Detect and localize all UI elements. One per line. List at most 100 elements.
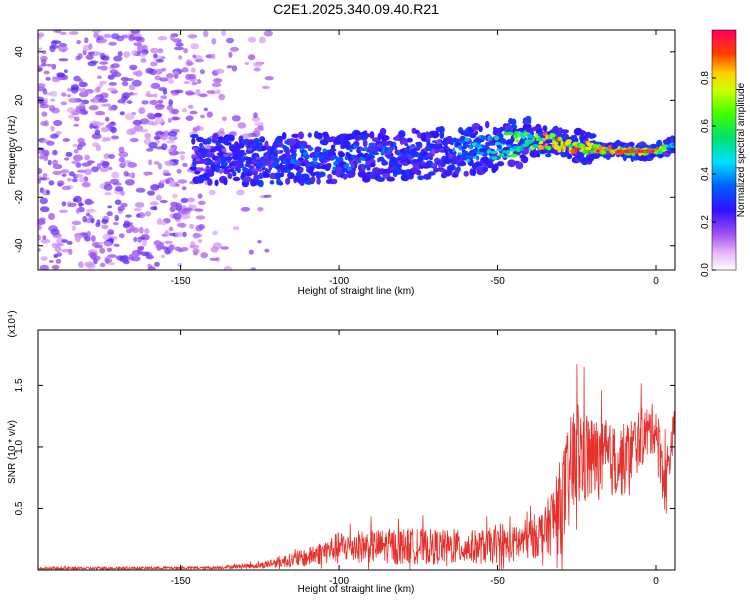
noise-blob [232,226,240,231]
signal-blob [377,132,382,141]
noise-blob [58,209,69,213]
signal-blob [474,130,479,135]
noise-blob [46,63,53,67]
noise-blob [78,203,85,206]
noise-blob [218,93,226,101]
noise-blob [108,166,113,171]
noise-blob [38,178,42,184]
noise-blob [91,96,101,104]
signal-core [457,152,462,156]
noise-blob [172,38,182,43]
noise-blob [178,55,183,60]
noise-blob [200,114,205,119]
noise-blob [103,103,112,107]
signal-core [450,140,454,146]
noise-blob [94,245,104,249]
noise-blob [141,49,149,55]
noise-blob [131,227,139,234]
noise-blob [51,107,60,114]
noise-blob [39,103,50,109]
noise-blob [75,105,80,113]
noise-blob [171,108,180,115]
signal-core [490,151,498,154]
noise-blob [147,120,155,126]
x-tick-label: -150 [171,576,191,587]
noise-blob [76,40,81,45]
signal-blob [579,130,586,135]
signal-blob [288,138,296,147]
signal-core [479,148,486,153]
signal-core [558,136,563,142]
signal-core [245,149,252,154]
signal-blob [212,132,219,140]
noise-blob [54,164,59,169]
signal-core [532,144,539,149]
noise-blob [59,31,67,35]
noise-blob [163,172,172,177]
noise-blob [38,67,43,73]
noise-blob [221,30,227,37]
noise-blob [146,148,154,152]
noise-blob [140,58,147,63]
noise-blob [197,79,202,84]
noise-blob [257,239,262,244]
signal-core [498,145,502,150]
signal-core [337,157,343,161]
noise-blob [149,201,159,206]
noise-blob [194,233,203,238]
noise-blob [221,116,227,122]
signal-blob [206,137,212,145]
signal-blob [278,142,284,148]
noise-blob [40,59,47,64]
noise-blob [183,80,191,85]
signal-core [565,139,572,143]
signal-blob [511,118,517,126]
signal-blob [536,153,541,158]
signal-core [231,169,236,174]
signal-blob [262,172,271,178]
noise-blob [244,62,249,65]
noise-blob [68,31,79,35]
signal-core [502,155,508,159]
signal-core [298,168,304,174]
signal-core [582,149,590,155]
signal-core [293,145,299,149]
y-tick-label: 0.5 [14,501,25,515]
noise-blob [177,179,187,184]
noise-blob [103,241,112,247]
signal-core [387,148,391,154]
noise-blob [119,111,125,116]
signal-core [255,157,261,160]
signal-blob [348,169,356,178]
signal-core [448,153,454,159]
noise-blob [101,219,109,224]
signal-core [308,147,314,151]
signal-core [195,157,201,162]
signal-core [280,169,288,173]
signal-core [227,153,234,156]
noise-blob [113,55,123,62]
noise-blob [133,208,142,212]
noise-blob [88,43,93,50]
noise-blob [48,180,55,186]
noise-blob [96,39,106,44]
noise-blob [161,143,168,151]
signal-core [345,163,350,169]
noise-blob [78,81,88,88]
noise-blob [172,212,182,220]
noise-blob [253,67,261,72]
signal-core [239,162,244,168]
y-tick-label: -40 [14,238,25,253]
signal-core [191,154,197,159]
noise-blob [236,189,245,196]
noise-blob [138,226,144,234]
noise-blob [251,116,261,122]
signal-core [452,147,456,153]
noise-blob [84,154,90,161]
noise-blob [149,99,158,106]
noise-blob [126,100,133,104]
colorbar-tick-label: 0.2 [700,215,711,229]
signal-blob [364,176,371,182]
signal-blob [509,159,516,167]
noise-blob [43,70,50,75]
